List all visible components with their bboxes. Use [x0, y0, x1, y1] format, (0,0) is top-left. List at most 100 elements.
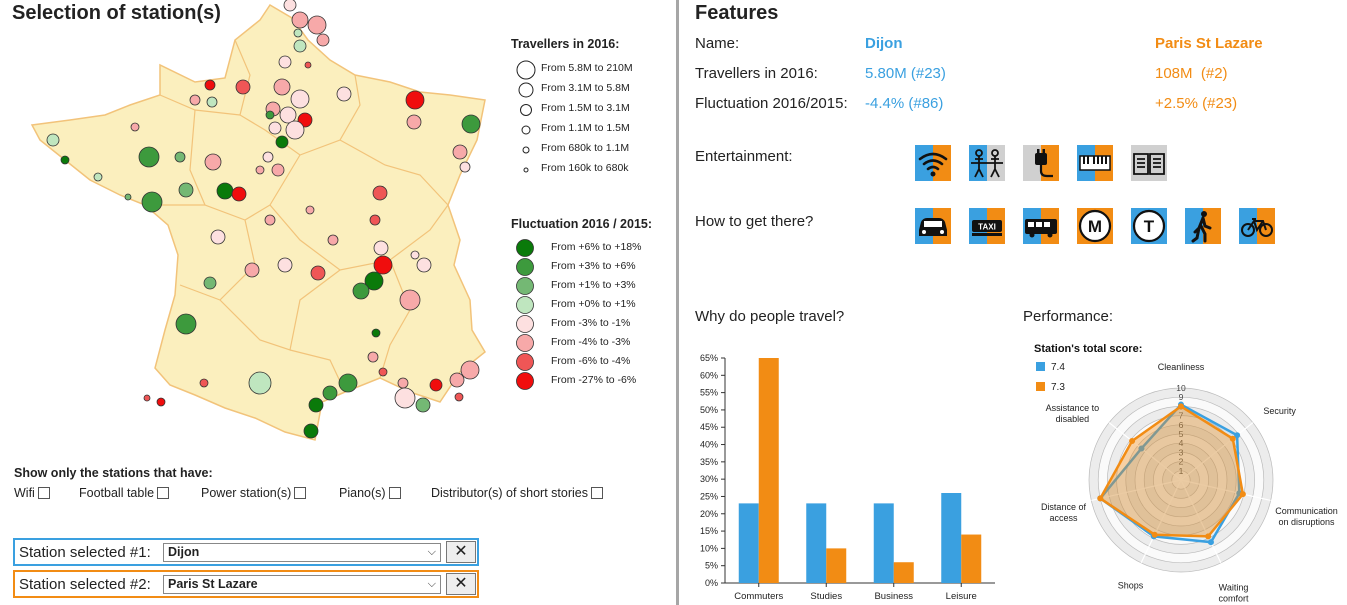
- station1-fluctuation: -4.4% (#86): [865, 95, 944, 112]
- radar-legend-label: 7.3: [1051, 382, 1065, 393]
- bar-y-tick-label: 5%: [705, 561, 718, 571]
- performance-radar-chart: Station's total score:7.47.312345678910C…: [1034, 343, 1338, 603]
- radar-point: [1207, 539, 1214, 546]
- bar-y-tick-label: 40%: [700, 440, 718, 450]
- panel-divider: [676, 0, 679, 605]
- station2-travellers: 108M (#2): [1155, 65, 1228, 82]
- bar-commuters-series2: [758, 358, 779, 583]
- remove-station-1-button[interactable]: ✕: [446, 541, 476, 563]
- legend-size-1: From 5.8M to 210M: [516, 60, 633, 80]
- remove-station-2-button[interactable]: ✕: [446, 573, 476, 595]
- legend-fluct-8: From -27% to -6%: [516, 372, 636, 390]
- svg-text:T: T: [1144, 217, 1155, 236]
- radar-series-2: [1098, 404, 1245, 538]
- travellers-label: Travellers in 2016:: [695, 65, 818, 82]
- station1-name: Dijon: [865, 35, 903, 52]
- filter-short-stories-checkbox[interactable]: [590, 487, 603, 499]
- bar-y-tick-label: 15%: [700, 526, 718, 536]
- radar-axis-label: Cleanliness: [1158, 362, 1205, 372]
- legend-size-6: From 160k to 680k: [523, 162, 629, 174]
- filter-piano[interactable]: Piano(s): [339, 486, 401, 500]
- radar-tick-label: 5: [1179, 429, 1184, 439]
- walk-icon: [1185, 208, 1221, 244]
- car-icon: [915, 208, 951, 244]
- legend-fluct-1: From +6% to +18%: [516, 239, 641, 257]
- radar-tick-label: 3: [1179, 447, 1184, 457]
- radar-legend-label: 7.4: [1051, 362, 1065, 373]
- radar-point: [1229, 435, 1236, 442]
- radar-axis-label: Distance of access: [1041, 502, 1087, 523]
- performance-label: Performance:: [1023, 308, 1114, 325]
- radar-point: [1239, 491, 1246, 498]
- radar-tick-label: 10: [1176, 383, 1186, 393]
- filter-football-table-checkbox[interactable]: [157, 487, 170, 499]
- bar-y-tick-label: 45%: [700, 422, 718, 432]
- station-select-2-dropdown[interactable]: Paris St Lazare ⌵: [163, 575, 441, 594]
- bike-icon: [1239, 208, 1275, 244]
- radar-point: [1151, 531, 1158, 538]
- station2-name: Paris St Lazare: [1155, 35, 1263, 52]
- radar-tick-label: 4: [1179, 438, 1184, 448]
- bar-x-tick-label: Business: [874, 591, 913, 602]
- svg-text:TAXI: TAXI: [978, 223, 996, 232]
- radar-point: [1138, 445, 1145, 452]
- radar-axis: [1091, 479, 1182, 502]
- filter-football-table[interactable]: Football table: [79, 486, 170, 500]
- filters-title: Show only the stations that have:: [14, 466, 213, 480]
- legend-fluct-7: From -6% to -4%: [516, 353, 630, 371]
- name-label: Name:: [695, 35, 740, 52]
- bar-y-tick-label: 10%: [700, 543, 718, 553]
- radar-series-1: [1098, 402, 1241, 544]
- bar-leisure-series2: [961, 534, 982, 583]
- filter-power-station-checkbox[interactable]: [294, 487, 307, 499]
- station-selection-2: Station selected #2: Paris St Lazare ⌵ ✕: [13, 570, 479, 598]
- bar-y-tick-label: 20%: [700, 509, 718, 519]
- wifi-icon: [915, 145, 951, 181]
- radar-axis: [1108, 422, 1182, 481]
- filter-wifi-checkbox[interactable]: [37, 487, 50, 499]
- station-select-1-dropdown[interactable]: Dijon ⌵: [163, 543, 441, 562]
- legend-fluct-3: From +1% to +3%: [516, 277, 636, 295]
- bar-y-tick-label: 0%: [705, 578, 718, 588]
- station-markers[interactable]: [46, 0, 481, 439]
- piano-icon: [1077, 145, 1113, 181]
- bar-y-tick-label: 55%: [700, 388, 718, 398]
- filter-wifi[interactable]: Wifi: [14, 486, 50, 500]
- filter-short-stories[interactable]: Distributor(s) of short stories: [431, 486, 603, 500]
- fluctuation-legend-title: Fluctuation 2016 / 2015:: [511, 217, 653, 231]
- chevron-down-icon: ⌵: [427, 578, 436, 590]
- legend-fluct-5: From -3% to -1%: [516, 315, 630, 333]
- bar-leisure-series1: [941, 493, 962, 583]
- legend-size-5: From 680k to 1.1M: [522, 142, 629, 154]
- radar-point: [1097, 495, 1104, 502]
- station2-fluctuation: +2.5% (#23): [1155, 95, 1238, 112]
- radar-tick-label: 9: [1179, 392, 1184, 402]
- bar-y-tick-label: 35%: [700, 457, 718, 467]
- filter-piano-checkbox[interactable]: [388, 487, 401, 499]
- bus-icon: [1023, 208, 1059, 244]
- station-selection-1: Station selected #1: Dijon ⌵ ✕: [13, 538, 479, 566]
- legend-fluct-4: From +0% to +1%: [516, 296, 636, 314]
- radar-axis-label: Communication on disruptions: [1275, 506, 1338, 527]
- legend-fluct-2: From +3% to +6%: [516, 258, 636, 276]
- france-map[interactable]: [30, 0, 500, 445]
- filter-power-station[interactable]: Power station(s): [201, 486, 307, 500]
- bar-business-series2: [893, 562, 914, 583]
- taxi-icon: TAXI: [969, 208, 1005, 244]
- station-selection-1-label: Station selected #1:: [19, 543, 151, 561]
- legend-size-2: From 3.1M to 5.8M: [518, 82, 630, 98]
- station1-travellers: 5.80M (#23): [865, 65, 946, 82]
- radar-tick-label: 2: [1179, 457, 1184, 467]
- power-plug-icon: [1023, 145, 1059, 181]
- radar-title: Station's total score:: [1034, 343, 1142, 355]
- bar-studies-series2: [826, 548, 847, 583]
- radar-axis-label: Security: [1263, 406, 1296, 416]
- svg-text:M: M: [1088, 217, 1102, 236]
- why-travel-label: Why do people travel?: [695, 308, 845, 325]
- bar-y-tick-label: 60%: [700, 370, 718, 380]
- radar-axis: [1180, 479, 1271, 502]
- bar-x-tick-label: Studies: [810, 591, 842, 602]
- football-table-icon: [969, 145, 1005, 181]
- metro-icon: M: [1077, 208, 1113, 244]
- radar-point: [1178, 403, 1184, 410]
